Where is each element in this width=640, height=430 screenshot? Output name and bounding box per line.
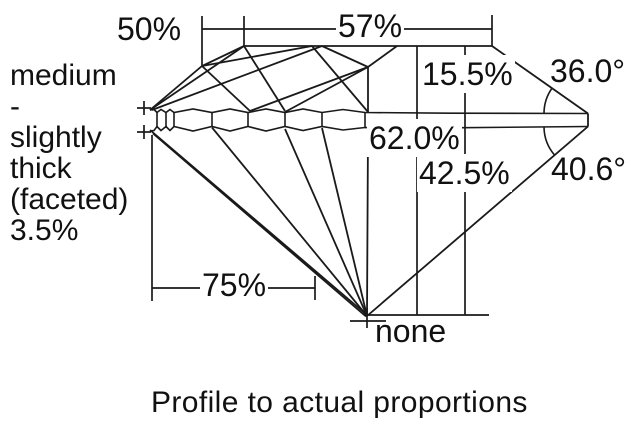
pavilion-slope bbox=[366, 125, 589, 317]
crown-height-label: 15.5% bbox=[420, 55, 515, 93]
girdle-label-line: 3.5% bbox=[10, 214, 79, 247]
table-size-label: 57% bbox=[336, 7, 405, 45]
girdle-label-line: slightly bbox=[10, 121, 102, 154]
crown-angle-label: 36.0° bbox=[550, 53, 626, 89]
pavilion-angle-arc bbox=[543, 126, 556, 156]
girdle-label-line: - bbox=[10, 90, 20, 123]
diagram-caption: Profile to actual proportions bbox=[151, 386, 528, 419]
star-length-label: 50% bbox=[117, 11, 182, 47]
girdle-label-line: medium bbox=[10, 59, 117, 92]
pavilion-depth-label: 42.5% bbox=[417, 154, 512, 192]
girdle-label-line: thick bbox=[10, 152, 72, 185]
angle-arcs bbox=[543, 87, 556, 156]
girdle-band bbox=[149, 108, 589, 132]
crown-angle-arc bbox=[543, 87, 554, 114]
girdle-top-edge bbox=[149, 108, 589, 115]
girdle-label-line: (faceted) bbox=[10, 183, 129, 216]
pavilion-facet-lines bbox=[211, 126, 369, 317]
lower-girdle-label: 75% bbox=[200, 266, 269, 304]
girdle-thickness-label: medium - slightly thick (faceted) 3.5% bbox=[10, 60, 128, 246]
pavilion-angle-label: 40.6° bbox=[551, 151, 627, 187]
girdle-bottom-edge bbox=[149, 125, 589, 132]
total-depth-label: 62.0% bbox=[367, 119, 462, 157]
crown-facet-lines bbox=[149, 45, 398, 113]
culet-label: none bbox=[375, 313, 447, 349]
